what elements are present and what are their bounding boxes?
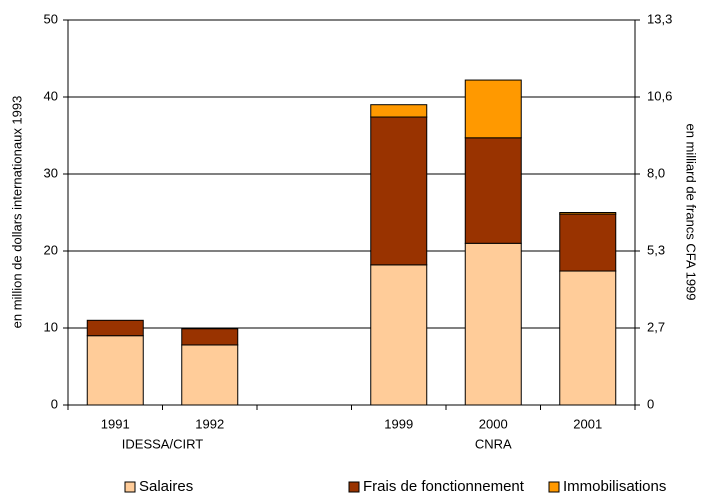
legend-label: Frais de fonctionnement: [363, 478, 525, 494]
x-tick-label: 1991: [101, 416, 130, 431]
x-tick-label: 2000: [479, 416, 508, 431]
y-axis-label: en million de dollars internationaux 199…: [9, 96, 24, 329]
bar-segment: [370, 104, 428, 118]
y-tick-label: 20: [44, 242, 58, 257]
y-tick-label: 0: [51, 396, 58, 411]
legend-swatch: [548, 481, 560, 493]
x-group-label: IDESSA/CIRT: [122, 436, 203, 451]
x-tick-label: 2001: [573, 416, 602, 431]
bar-segment: [181, 328, 239, 346]
legend-label: Salaires: [139, 478, 193, 494]
y2-tick-label: 2,7: [647, 319, 665, 334]
bar-segment: [370, 264, 428, 406]
y2-axis-label: en milliard de francs CFA 1999: [684, 123, 699, 300]
legend-swatch: [348, 481, 360, 493]
y2-tick-label: 5,3: [647, 242, 665, 257]
legend-label: Immobilisations: [563, 478, 666, 494]
bar-segment: [464, 242, 522, 406]
legend-swatch: [124, 481, 136, 493]
bar-segment: [559, 270, 617, 406]
y-tick-label: 40: [44, 88, 58, 103]
bar-segment: [370, 116, 428, 266]
bar-segment: [464, 79, 522, 139]
bar-segment: [86, 319, 144, 337]
y2-tick-label: 10,6: [647, 88, 672, 103]
x-group-label: CNRA: [475, 436, 512, 451]
y-tick-label: 10: [44, 319, 58, 334]
bar-segment: [559, 213, 617, 272]
y2-tick-label: 8,0: [647, 165, 665, 180]
bar-segment: [86, 335, 144, 406]
y2-tick-label: 13,3: [647, 11, 672, 26]
bar-segment: [181, 344, 239, 406]
x-tick-label: 1999: [384, 416, 413, 431]
x-tick-label: 1992: [195, 416, 224, 431]
y-tick-label: 30: [44, 165, 58, 180]
bar-segment: [559, 212, 617, 215]
y2-tick-label: 0: [647, 396, 654, 411]
bar-segment: [464, 137, 522, 244]
y-tick-label: 50: [44, 11, 58, 26]
